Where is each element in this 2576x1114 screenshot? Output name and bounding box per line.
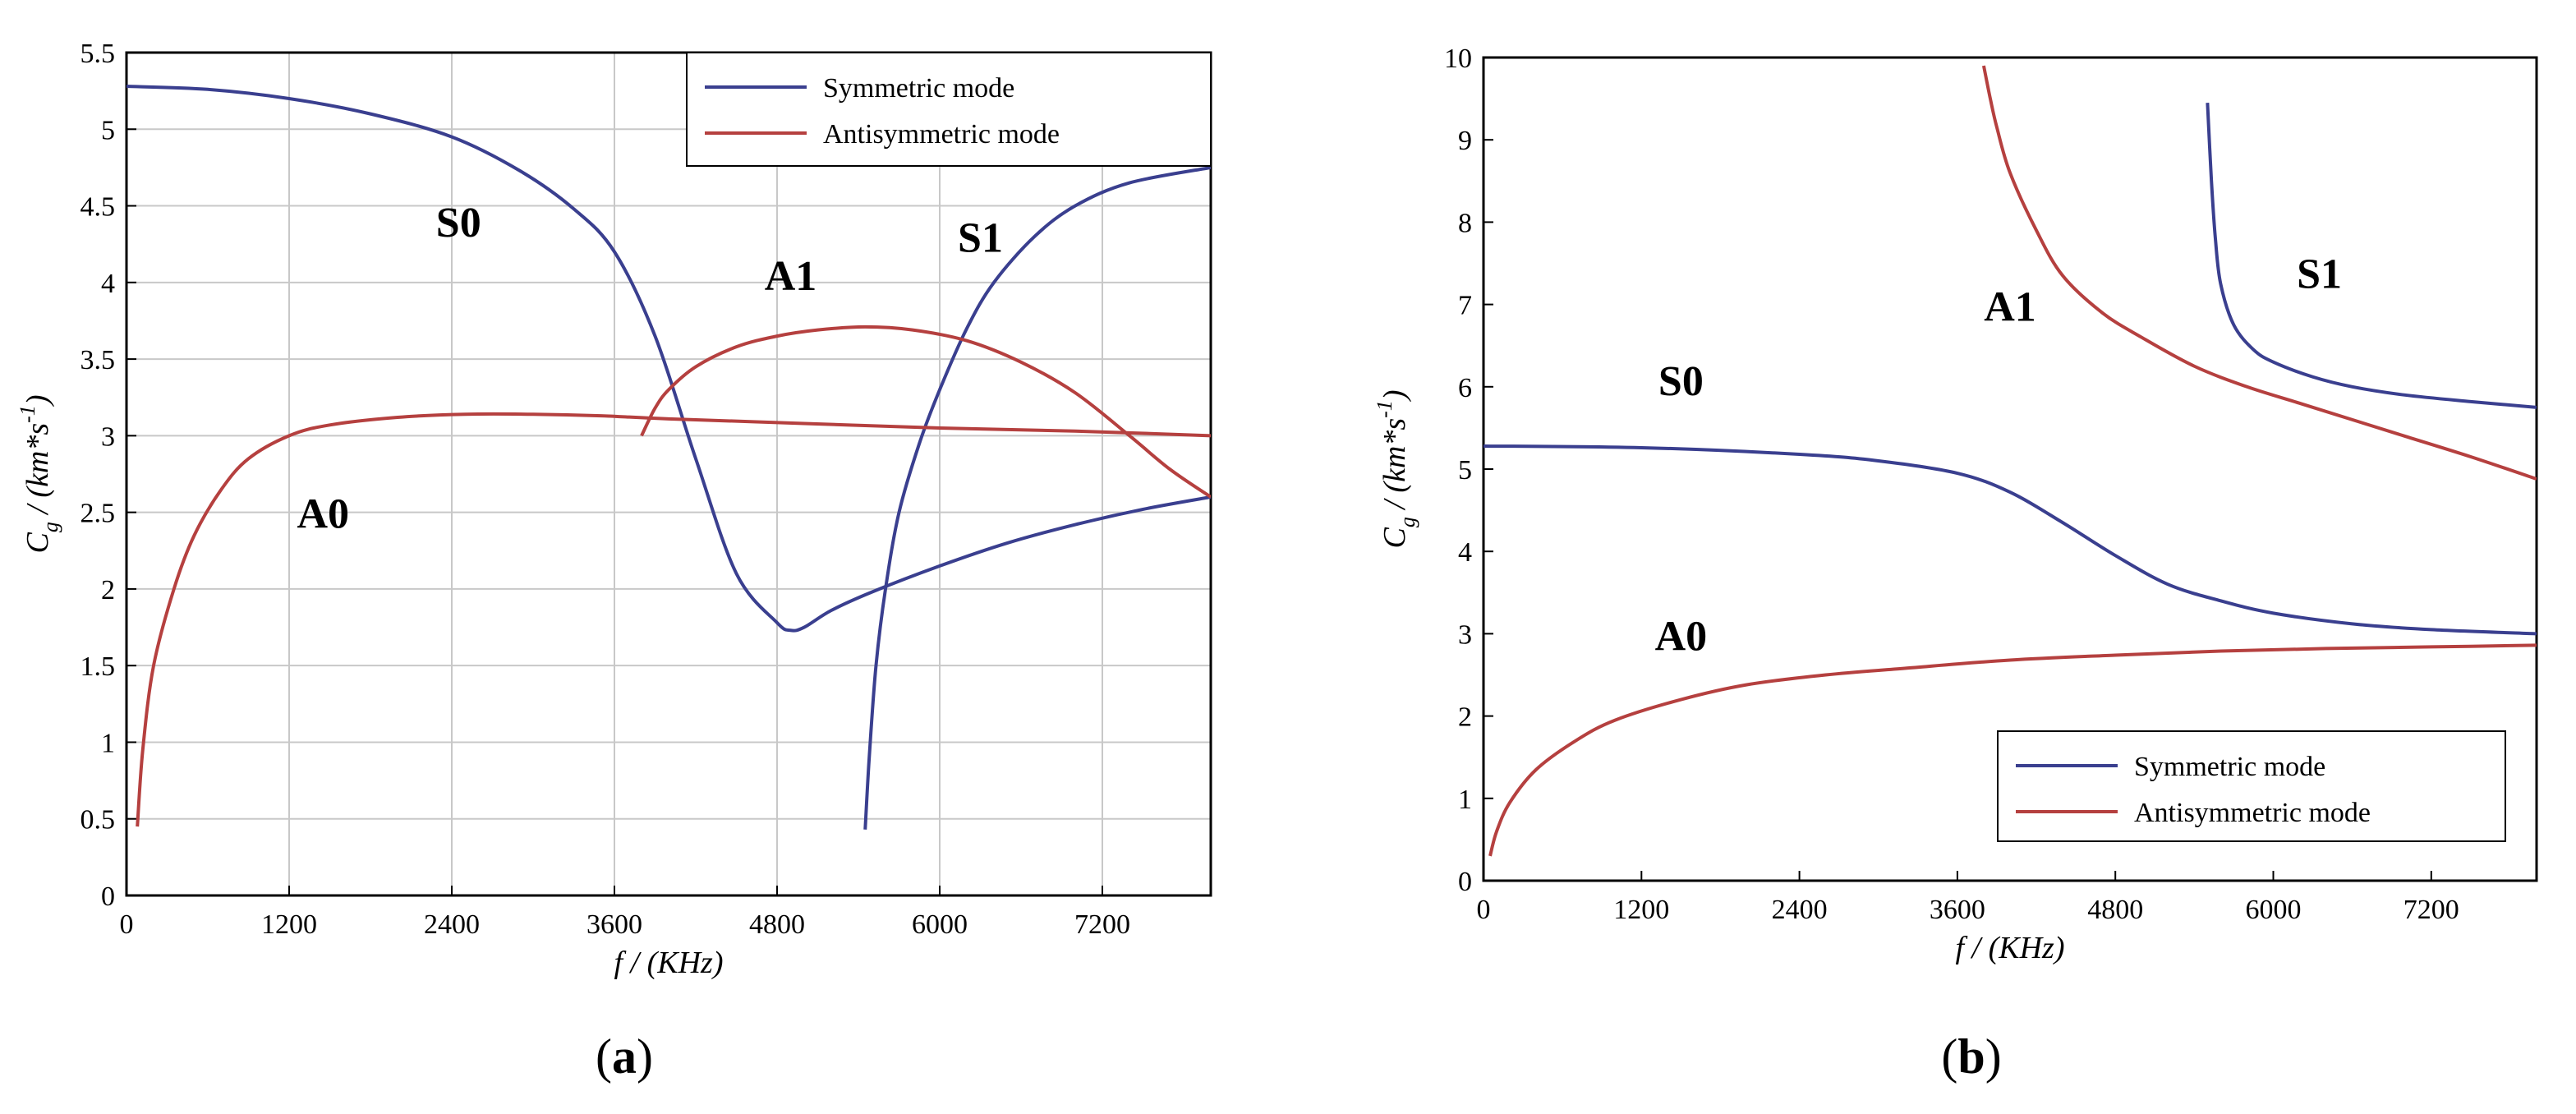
series-line-s0: [126, 85, 1211, 633]
legend-label-symmetric: Symmetric mode: [823, 73, 1014, 104]
y-tick-label: 5: [1458, 455, 1472, 486]
x-tick-label: 2400: [1772, 895, 1828, 925]
x-tick-label: 3600: [586, 909, 642, 940]
y-tick-label: 2.5: [80, 499, 116, 529]
legend-label-antisymmetric: Antisymmetric mode: [823, 119, 1060, 150]
y-tick-label: 3.5: [80, 345, 116, 375]
legend-label-antisymmetric: Antisymmetric mode: [2134, 798, 2371, 828]
y-tick-label: 0: [1458, 867, 1472, 897]
x-tick-label: 1200: [1613, 895, 1669, 925]
chart-panel-a: 0 1200 2400 3600 4800 6000 7200 0 0.5 1 1.5 2 2.5 3 3.…: [16, 39, 1212, 1084]
mode-label-a1: A1: [765, 253, 817, 300]
chart-panel-b: 0 1200 2400 3600 4800 6000 7200 0 1 2 3 4 5 6 7 8 9 10 f /…: [1373, 44, 2538, 1084]
mode-label-a0: A0: [297, 490, 349, 537]
x-tick-label: 0: [120, 909, 134, 940]
y-tick-label: 10: [1444, 44, 1472, 74]
series-line-a0: [136, 412, 1211, 827]
y-axis-title: Cg / (km*s-1): [16, 395, 62, 554]
series-line-s0: [1484, 444, 2537, 636]
series-line-s1: [863, 165, 1211, 830]
y-tick-label: 5.5: [80, 39, 116, 69]
y-tick-label: 8: [1458, 208, 1472, 238]
y-tick-label: 3: [1458, 619, 1472, 650]
mode-label-s1: S1: [958, 215, 1003, 262]
y-tick-label: 1: [101, 728, 115, 758]
x-tick-label: 2400: [424, 909, 480, 940]
mode-label-s0: S0: [436, 200, 481, 246]
y-tick-label: 9: [1458, 126, 1472, 156]
x-tick-label: 4800: [2087, 895, 2143, 925]
x-axis-title: f / (KHz): [1956, 931, 2065, 965]
y-tick-label: 4.5: [80, 192, 116, 223]
series-line-a0: [1488, 643, 2537, 857]
series-line-a1: [1981, 65, 2537, 481]
legend-box: [1997, 730, 2506, 842]
y-tick-label: 4: [1458, 537, 1472, 568]
legend-box: [686, 52, 1212, 167]
x-tick-label: 3600: [1930, 895, 1985, 925]
y-tick-label: 1.5: [80, 651, 116, 682]
y-tick-label: 7: [1458, 291, 1472, 321]
series-line-s1: [2206, 103, 2537, 409]
panel-caption: (a): [596, 1029, 653, 1084]
x-tick-label: 4800: [749, 909, 805, 940]
series-line-a1: [640, 325, 1211, 499]
y-tick-label: 2: [1458, 702, 1472, 733]
y-axis-title: Cg / (km*s-1): [1373, 390, 1419, 549]
y-tick-label: 3: [101, 421, 115, 452]
mode-label-a0: A0: [1655, 613, 1708, 660]
panel-caption: (b): [1941, 1029, 2001, 1084]
y-tick-label: 1: [1458, 785, 1472, 815]
mode-label-a1: A1: [1984, 284, 2036, 331]
x-tick-label: 7200: [2404, 895, 2459, 925]
x-tick-label: 7200: [1074, 909, 1130, 940]
x-tick-label: 1200: [261, 909, 317, 940]
legend: Symmetric mode Antisymmetric mode: [1997, 730, 2506, 842]
y-tick-label: 0.5: [80, 805, 116, 836]
y-tick-label: 2: [101, 575, 115, 605]
legend-label-symmetric: Symmetric mode: [2134, 752, 2325, 782]
plot-frame: [125, 51, 1212, 897]
x-tick-label: 6000: [912, 909, 968, 940]
x-axis-title: f / (KHz): [614, 946, 724, 980]
y-tick-label: 4: [101, 269, 115, 299]
y-tick-label: 5: [101, 115, 115, 145]
legend: Symmetric mode Antisymmetric mode: [686, 52, 1212, 167]
mode-label-s0: S0: [1658, 358, 1704, 405]
y-tick-label: 6: [1458, 373, 1472, 403]
y-tick-label: 0: [101, 882, 115, 912]
x-tick-label: 6000: [2246, 895, 2302, 925]
mode-label-s1: S1: [2297, 251, 2342, 298]
x-tick-label: 0: [1477, 895, 1491, 925]
